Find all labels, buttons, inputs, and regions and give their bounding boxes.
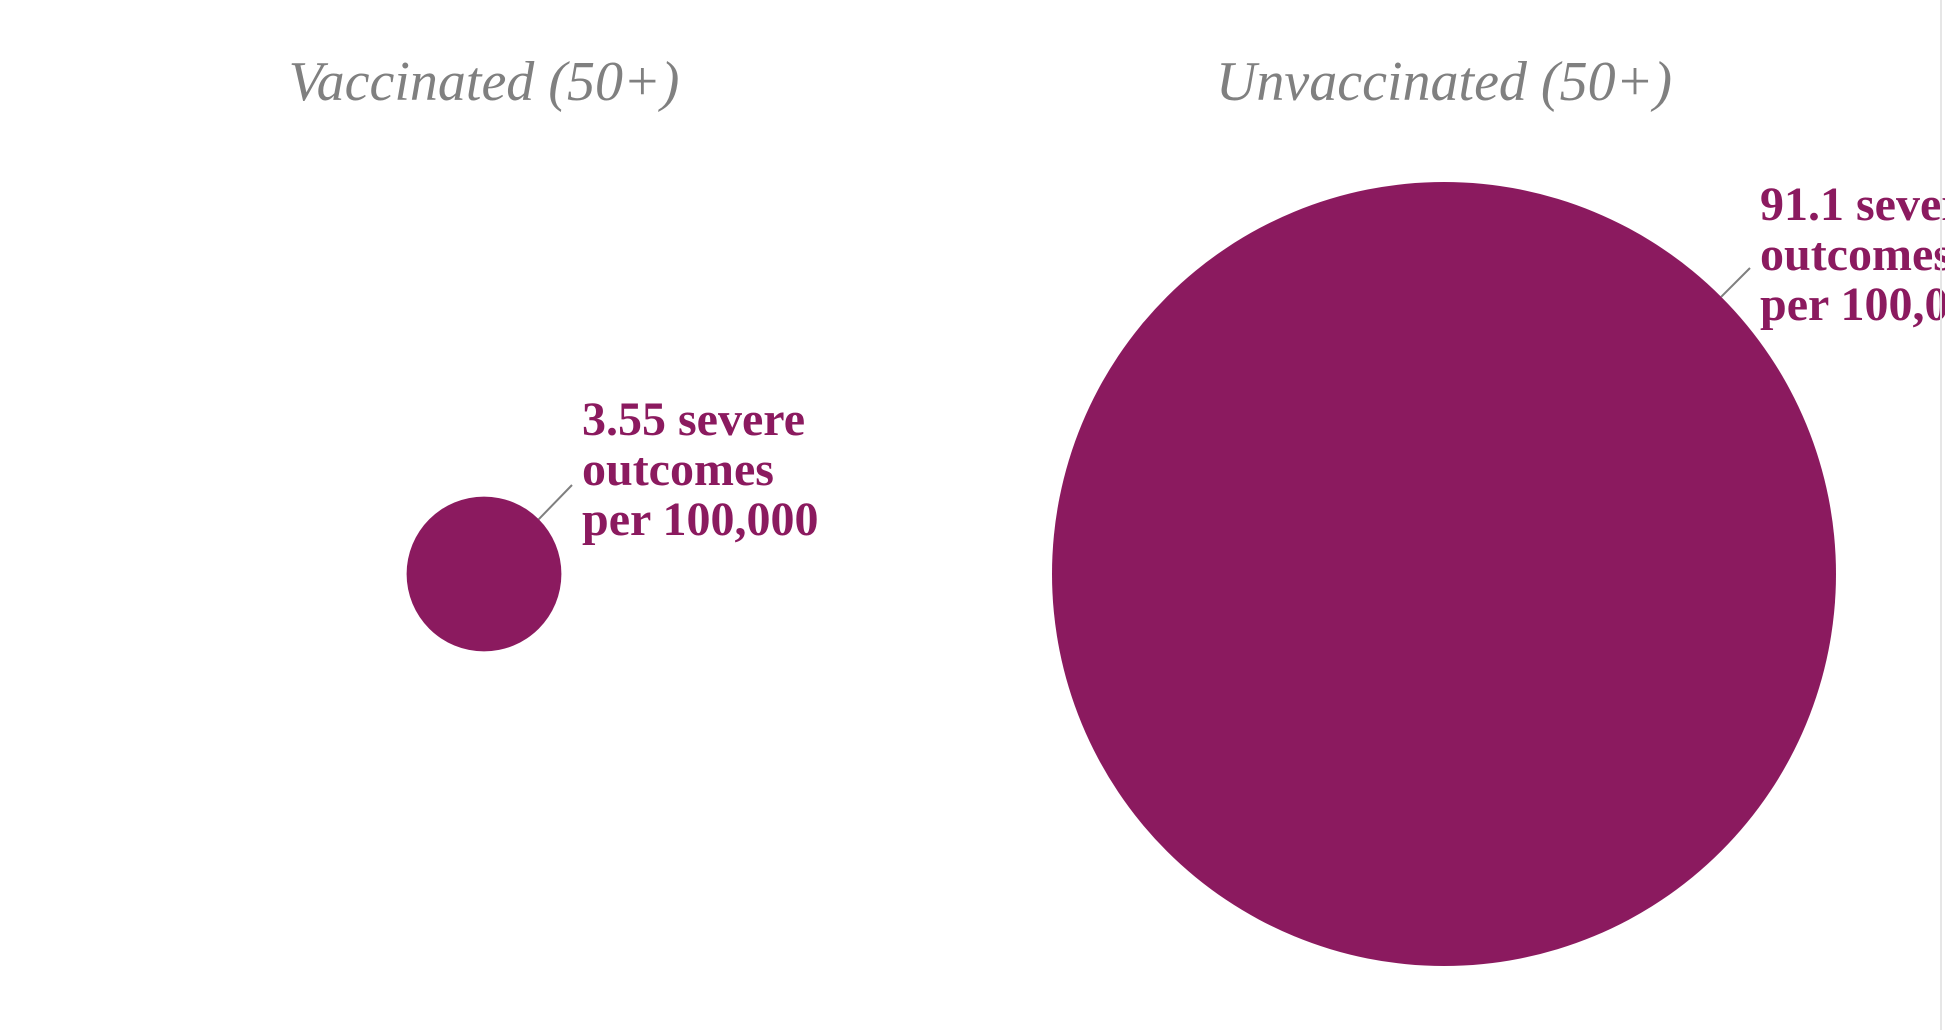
data-label-line: outcomes xyxy=(582,443,774,496)
bubble-0 xyxy=(406,496,562,652)
data-label-line: outcomes xyxy=(1760,228,1945,281)
leader-line-0 xyxy=(537,484,573,520)
right-edge-divider xyxy=(1940,0,1942,1030)
data-label-line: per 100,000 xyxy=(582,493,818,546)
panel-title-1: Unvaccinated (50+) xyxy=(1216,51,1672,113)
panel-title-0: Vaccinated (50+) xyxy=(289,51,680,113)
bubble-1 xyxy=(1052,182,1836,966)
data-label-line: 91.1 severe xyxy=(1760,178,1945,231)
data-label-line: 3.55 severe xyxy=(582,393,805,446)
data-label-line: per 100,000 xyxy=(1760,278,1945,331)
leader-line-1 xyxy=(1720,267,1751,298)
data-label-0: 3.55 severe outcomes per 100,000 xyxy=(582,393,818,546)
